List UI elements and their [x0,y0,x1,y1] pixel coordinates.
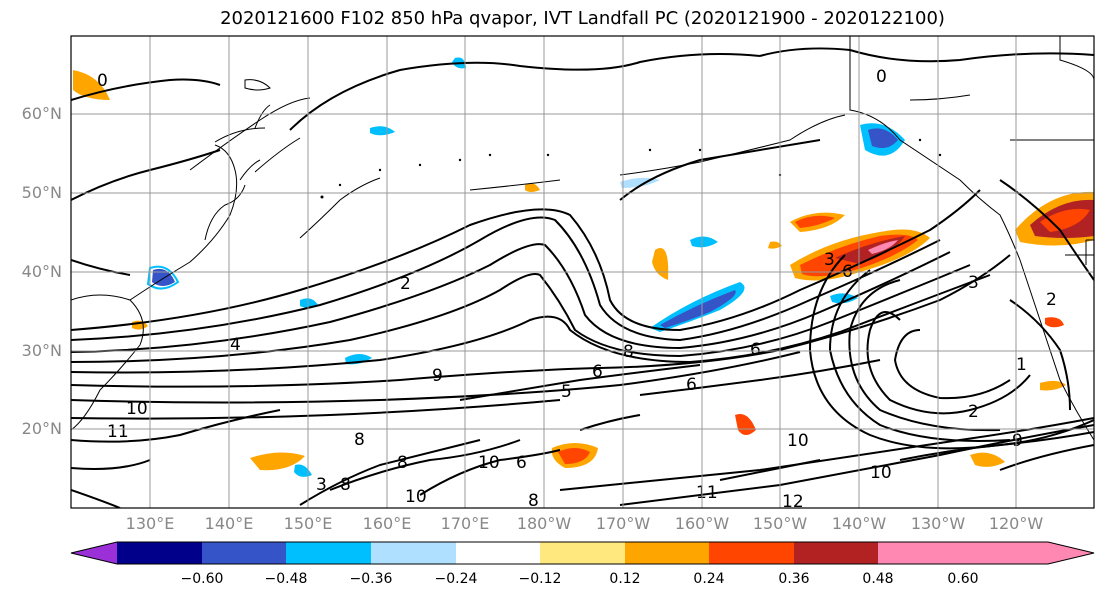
contour-label: 10 [478,453,500,473]
lon-label: 170°W [595,514,651,533]
colorbar-segment [117,542,202,564]
colorbar-segment [286,542,371,564]
contour-label: 0 [876,67,887,87]
contour-label: 11 [696,483,718,503]
lat-label: 50°N [21,183,62,202]
contour-label: 3 [316,475,327,495]
contour-label: 3 [968,273,979,293]
colorbar-segment [202,542,286,564]
contour-label: 3 [824,250,835,270]
lat-label: 20°N [21,419,62,438]
lon-label: 130°E [125,514,175,533]
contour-label: 10 [787,431,809,451]
colorbar-tick-label: −0.36 [349,571,393,587]
colorbar-segment [625,542,709,564]
colorbar-segment [371,542,456,564]
contour-label: 2 [968,402,979,422]
colorbar-tick-label: −0.24 [434,571,478,587]
colorbar-segment [794,542,878,564]
lon-label: 150°W [752,514,808,533]
contour-label: 10 [126,399,148,419]
lat-label: 40°N [21,262,62,281]
contour-labels: 0 0 2 4 9 10 11 8 8 10 10 8 5 6 8 6 6 3 … [97,67,1057,512]
colorbar-segment [878,542,963,564]
shaded-anomalies [73,57,1094,477]
contour-label: 12 [782,492,804,512]
contour-label: 1 [1016,355,1027,375]
island-marks [320,138,942,199]
contour-label: 8 [397,453,408,473]
contour-label: 5 [561,382,572,402]
contour-label: 2 [1046,290,1057,310]
lon-label: 140°E [204,514,254,533]
colorbar-tick-label: 0.60 [947,571,979,587]
contour-label: 2 [400,274,411,294]
lat-label: 60°N [21,104,62,123]
contour-label: 9 [1012,431,1023,451]
contour-label: 8 [340,475,351,495]
plot-frame [70,35,1095,509]
contour-label: 11 [107,422,129,442]
gridlines [71,36,1094,508]
lon-label: 180°W [516,514,572,533]
contour-label: 6 [686,375,697,395]
contour-label: 8 [354,430,365,450]
colorbar-max-arrow [963,542,1094,564]
plot-area: 0 0 2 4 9 10 11 8 8 10 10 8 5 6 8 6 6 3 … [71,36,1094,512]
contour-label: 10 [405,487,427,507]
colorbar-min-arrow [71,542,117,564]
lon-label: 140°W [831,514,887,533]
contour-label: 10 [870,463,892,483]
map-title: 2020121600 F102 850 hPa qvapor, IVT Land… [220,8,945,29]
contour-label: 9 [432,366,443,386]
colorbar-tick-label: 0.12 [609,571,641,587]
colorbar-segment [540,542,625,564]
colorbar-tick-label: 0.48 [862,571,894,587]
colorbar-tick-label: 0.24 [693,571,725,587]
lon-label: 160°E [362,514,412,533]
contour-label: 0 [97,71,108,91]
contour-label: 6 [592,362,603,382]
colorbar-tick-label: −0.12 [518,571,562,587]
contour-label: 8 [623,342,634,362]
colorbar-tick-label: 0.36 [778,571,810,587]
contour-label: 6 [516,453,527,473]
colorbar-segment [456,542,540,564]
lon-label: 150°E [283,514,333,533]
colorbar-tick-label: −0.48 [264,571,308,587]
contour-label: 4 [230,335,241,355]
lon-label: 120°W [988,514,1044,533]
colorbar-segment [709,542,794,564]
colorbar-tick-label: −0.60 [180,571,224,587]
contour-label: 8 [528,491,539,511]
contour-label: 6 [750,340,761,360]
colorbar [70,541,1095,565]
lat-label: 30°N [21,341,62,360]
lon-label: 170°E [440,514,490,533]
lon-label: 160°W [674,514,730,533]
ivt-contours [71,47,1094,508]
lon-label: 130°W [910,514,966,533]
